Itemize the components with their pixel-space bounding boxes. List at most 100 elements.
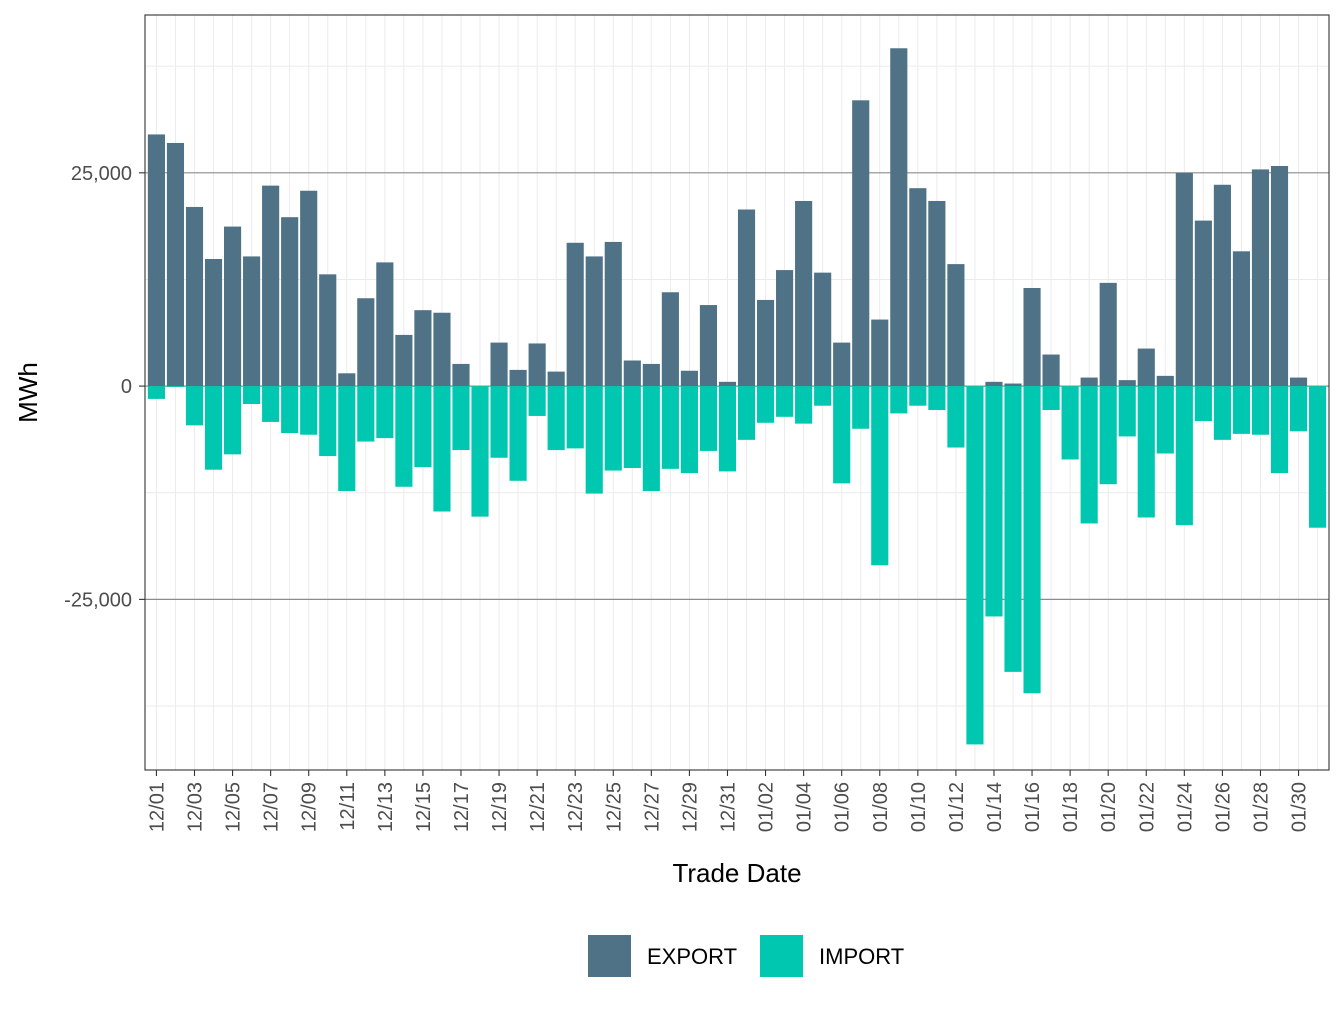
export-bar bbox=[852, 100, 870, 387]
x-axis-title: Trade Date bbox=[672, 858, 801, 888]
import-bar bbox=[1004, 386, 1022, 672]
export-bar bbox=[433, 312, 451, 387]
export-bar bbox=[718, 381, 737, 387]
import-bar bbox=[1156, 386, 1174, 454]
export-bar bbox=[262, 185, 280, 387]
export-legend-label: EXPORT bbox=[647, 944, 737, 969]
export-bar bbox=[585, 256, 603, 387]
import-bar bbox=[718, 386, 737, 472]
export-bar bbox=[547, 371, 565, 387]
x-tick-label: 12/11 bbox=[337, 782, 359, 831]
export-bar bbox=[166, 142, 185, 387]
export-bar bbox=[319, 274, 337, 387]
import-bar bbox=[414, 386, 432, 468]
import-bar bbox=[661, 386, 679, 469]
import-bar bbox=[604, 386, 622, 471]
export-bar bbox=[1194, 220, 1212, 387]
export-bar bbox=[795, 200, 813, 387]
export-bar bbox=[947, 264, 965, 387]
x-tick-label: 12/21 bbox=[527, 782, 549, 832]
import-bar bbox=[795, 386, 813, 424]
export-legend-key bbox=[588, 935, 631, 977]
export-bar bbox=[604, 241, 622, 387]
export-bar bbox=[623, 360, 641, 387]
import-bar bbox=[509, 386, 527, 481]
import-bar bbox=[737, 386, 756, 440]
export-bar bbox=[243, 256, 261, 387]
import-bar bbox=[776, 386, 794, 417]
export-bar bbox=[223, 226, 242, 387]
export-bar bbox=[1289, 377, 1308, 387]
export-bar bbox=[566, 242, 584, 387]
x-tick-label: 01/04 bbox=[794, 782, 816, 832]
import-bar bbox=[1023, 386, 1041, 694]
x-tick-label: 01/10 bbox=[908, 782, 930, 832]
export-bar bbox=[1232, 251, 1251, 387]
export-bar bbox=[871, 319, 889, 387]
export-bar bbox=[1004, 383, 1022, 387]
import-bar bbox=[223, 386, 242, 455]
export-bar bbox=[1137, 348, 1155, 387]
export-bar bbox=[1042, 354, 1060, 387]
import-bar bbox=[1251, 386, 1270, 435]
export-bar bbox=[357, 298, 375, 387]
import-bar bbox=[928, 386, 946, 410]
import-bar bbox=[1232, 386, 1251, 434]
legend: EXPORT IMPORT bbox=[588, 935, 904, 977]
import-bar bbox=[699, 386, 718, 451]
export-bar bbox=[509, 369, 527, 387]
import-bar bbox=[1194, 386, 1212, 422]
y-axis: 25,000 0 -25,000 bbox=[64, 163, 145, 611]
x-tick-label: 12/31 bbox=[717, 782, 739, 832]
export-bar bbox=[1175, 172, 1193, 387]
export-bar bbox=[909, 188, 927, 387]
x-tick-label: 01/26 bbox=[1212, 782, 1234, 832]
import-bar bbox=[947, 386, 965, 448]
export-bar bbox=[833, 342, 851, 387]
export-bar bbox=[890, 48, 908, 387]
export-bar bbox=[490, 342, 508, 387]
export-bar bbox=[661, 292, 679, 387]
export-bar bbox=[414, 310, 432, 387]
export-bar bbox=[1099, 282, 1117, 387]
x-tick-label: 01/02 bbox=[756, 782, 778, 832]
import-bar bbox=[528, 386, 546, 416]
import-bar bbox=[1213, 386, 1231, 440]
export-bar bbox=[1213, 184, 1231, 387]
import-bar bbox=[243, 386, 261, 405]
x-tick-label: 01/20 bbox=[1098, 782, 1120, 832]
export-bar bbox=[338, 373, 356, 387]
export-bar bbox=[1156, 375, 1174, 387]
import-bar bbox=[852, 386, 870, 429]
import-bar bbox=[204, 386, 223, 470]
import-bar bbox=[1289, 386, 1308, 432]
x-tick-label: 12/17 bbox=[451, 782, 473, 832]
import-legend-key bbox=[760, 935, 803, 977]
export-bar bbox=[776, 270, 794, 387]
x-tick-label: 01/06 bbox=[832, 782, 854, 832]
import-bar bbox=[547, 386, 565, 451]
import-bar bbox=[966, 386, 984, 745]
import-bar bbox=[680, 386, 698, 474]
import-bar bbox=[452, 386, 470, 451]
x-tick-label: 01/08 bbox=[870, 782, 892, 832]
import-legend-label: IMPORT bbox=[819, 944, 904, 969]
export-bar bbox=[204, 258, 223, 387]
export-bar bbox=[452, 363, 470, 387]
export-bar bbox=[1023, 287, 1041, 387]
import-bar bbox=[147, 386, 165, 399]
import-bar bbox=[319, 386, 337, 457]
import-bar bbox=[985, 386, 1003, 617]
export-bar bbox=[147, 134, 165, 387]
export-bar bbox=[642, 363, 660, 387]
import-bar bbox=[433, 386, 451, 512]
import-bar bbox=[338, 386, 356, 492]
import-bar bbox=[1118, 386, 1136, 437]
x-tick-label: 12/05 bbox=[223, 782, 245, 832]
import-bar bbox=[1137, 386, 1155, 518]
export-bar bbox=[814, 272, 832, 387]
x-tick-label: 01/30 bbox=[1289, 782, 1311, 832]
import-bar bbox=[756, 386, 775, 423]
import-bar bbox=[357, 386, 375, 442]
